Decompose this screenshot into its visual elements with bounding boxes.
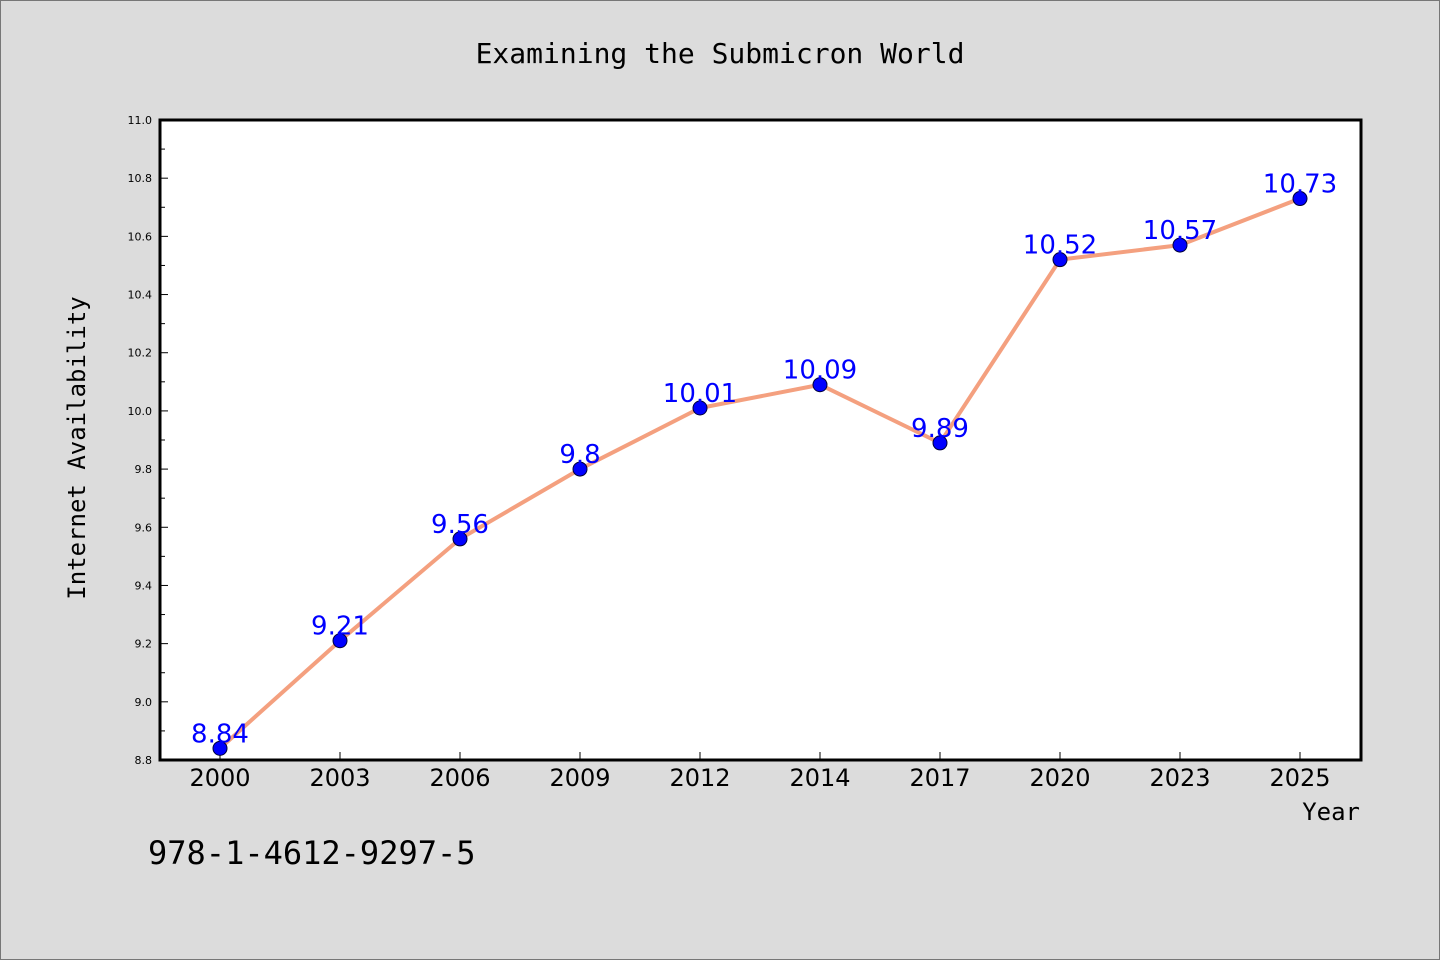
y-axis-label: Internet Availability	[63, 296, 91, 599]
x-tick-label: 2006	[429, 764, 490, 792]
x-tick-label: 2020	[1029, 764, 1090, 792]
y-tick-label: 8.8	[135, 754, 153, 767]
data-point	[1172, 237, 1188, 253]
y-tick-label: 11.0	[128, 114, 153, 127]
data-markers	[212, 191, 1308, 756]
data-point	[692, 400, 708, 416]
x-tick-label: 2009	[549, 764, 610, 792]
data-label: 10.73	[1263, 170, 1337, 200]
data-label: 10.52	[1023, 231, 1097, 261]
x-tick-label: 2003	[309, 764, 370, 792]
data-label: 9.8	[559, 440, 600, 470]
x-axis-label: Year	[1302, 798, 1360, 826]
data-point	[932, 435, 948, 451]
data-labels: 8.84 9.21 9.56 9.8 10.01 10.09 9.89 10.52 10.57 1…	[191, 170, 1337, 750]
x-axis: 2000 2003 2006 2009 2012 2014 2017 2020 2023 2025	[189, 752, 1331, 792]
data-label: 9.89	[911, 414, 969, 444]
x-tick-label: 2014	[789, 764, 850, 792]
y-tick-label: 10.2	[128, 347, 153, 360]
y-axis: 8.8 9.0 9.2 9.4 9.6 9.8 10.0 10.2 10.4 10.6 10.8 11…	[128, 114, 168, 767]
y-tick-label: 10.4	[128, 289, 153, 302]
x-tick-label: 2023	[1149, 764, 1210, 792]
data-point	[212, 740, 228, 756]
data-label: 9.21	[311, 612, 369, 642]
data-point	[572, 461, 588, 477]
data-point	[452, 531, 468, 547]
data-point	[1292, 191, 1308, 207]
x-tick-label: 2012	[669, 764, 730, 792]
data-label: 10.01	[663, 379, 737, 409]
y-tick-label: 9.6	[135, 521, 153, 534]
data-point	[812, 377, 828, 393]
plot-area	[158, 118, 1363, 762]
y-tick-label: 9.0	[135, 696, 153, 709]
x-tick-label: 2025	[1269, 764, 1330, 792]
data-label: 10.57	[1143, 216, 1217, 246]
data-point	[1052, 252, 1068, 268]
series-line	[218, 196, 1301, 750]
data-point	[332, 633, 348, 649]
y-tick-label: 10.6	[128, 230, 153, 243]
data-label: 8.84	[191, 719, 249, 749]
data-label: 10.09	[783, 356, 857, 386]
y-tick-label: 9.4	[135, 579, 153, 592]
chart-title: Examining the Submicron World	[476, 37, 965, 70]
data-label: 9.56	[431, 510, 489, 540]
y-tick-label: 10.8	[128, 172, 153, 185]
x-tick-label: 2000	[189, 764, 250, 792]
x-tick-label: 2017	[909, 764, 970, 792]
y-tick-label: 10.0	[128, 405, 153, 418]
y-tick-label: 9.2	[135, 638, 153, 651]
y-tick-label: 9.8	[135, 463, 153, 476]
isbn-footer: 978-1-4612-9297-5	[148, 834, 476, 872]
